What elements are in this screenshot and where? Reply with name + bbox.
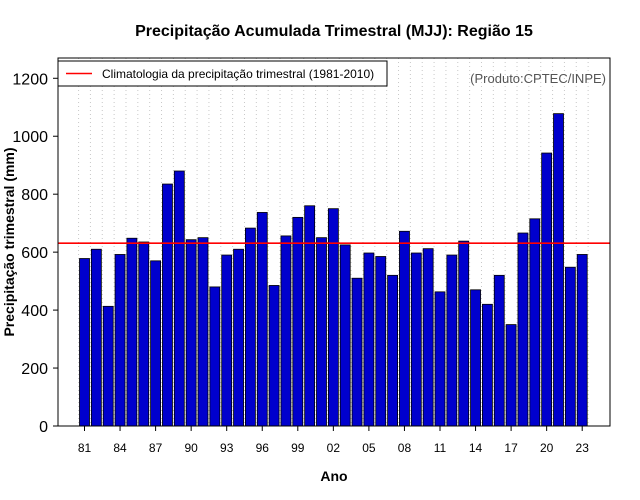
bar-2017 [505, 324, 517, 427]
bar-2019 [529, 218, 541, 427]
bar-2007 [387, 274, 399, 427]
plot-frame [57, 57, 611, 427]
x-tick-label: 93 [220, 441, 234, 455]
x-tick-label: 23 [576, 441, 590, 455]
x-tick-label: 90 [184, 441, 198, 455]
bar-1984 [114, 254, 126, 427]
bar-1988 [162, 183, 173, 427]
bar-2000 [304, 205, 316, 427]
bar-1983 [102, 305, 114, 427]
bar-2015 [481, 303, 493, 427]
bar-1991 [197, 237, 209, 427]
bar-1981 [79, 258, 90, 427]
bars [79, 113, 588, 427]
chart-title: Precipitação Acumulada Trimestral (MJJ):… [135, 23, 533, 40]
bar-2010 [422, 248, 434, 427]
x-tick-label: 02 [327, 441, 341, 455]
bar-1994 [233, 248, 244, 427]
bar-1992 [209, 286, 221, 427]
bar-2022 [564, 266, 576, 427]
product-credit: (Produto:CPTEC/INPE) [470, 71, 606, 86]
bar-1989 [173, 170, 185, 427]
x-tick-label: 84 [113, 441, 127, 455]
y-axis: 0 200 400 600 800 1000 1200 [12, 71, 58, 436]
bar-1995 [244, 227, 256, 427]
bar-1993 [221, 254, 233, 427]
bar-2006 [375, 256, 387, 427]
bar-1986 [138, 241, 150, 427]
legend-box [57, 60, 388, 87]
bar-1999 [292, 216, 304, 427]
bar-2021 [553, 113, 564, 427]
bar-2012 [446, 254, 458, 427]
bar-2013 [458, 240, 470, 427]
bar-2014 [470, 289, 481, 427]
y-tick-label: 1200 [12, 71, 48, 88]
bar-1997 [268, 285, 280, 427]
bar-2018 [517, 232, 529, 427]
bar-1996 [256, 212, 268, 427]
bar-1985 [126, 237, 138, 427]
x-tick-label: 81 [78, 441, 92, 455]
legend: Climatologia da precipitação trimestral … [57, 60, 388, 87]
bar-2004 [351, 277, 363, 427]
y-tick-label: 800 [21, 187, 48, 204]
y-axis-title: Precipitação trimestral (mm) [1, 147, 17, 336]
x-tick-label: 20 [540, 441, 554, 455]
bar-1987 [150, 260, 162, 427]
bar-2003 [339, 244, 351, 427]
x-tick-label: 05 [362, 441, 376, 455]
bar-2009 [410, 252, 422, 427]
x-tick-label: 87 [149, 441, 163, 455]
y-tick-label: 1000 [12, 129, 48, 146]
x-tick-label: 99 [291, 441, 305, 455]
bar-2005 [363, 252, 375, 427]
x-tick-label: 11 [434, 441, 447, 455]
x-tick-label: 17 [504, 441, 518, 455]
bar-2011 [434, 291, 446, 427]
bar-1998 [280, 235, 292, 427]
bar-2002 [327, 208, 339, 427]
legend-label: Climatologia da precipitação trimestral … [102, 67, 374, 81]
x-tick-label: 08 [398, 441, 412, 455]
grid-lines [78, 58, 589, 426]
bar-2008 [399, 230, 410, 427]
x-tick-label: 14 [469, 441, 483, 455]
y-tick-label: 600 [21, 245, 48, 262]
bar-1982 [90, 248, 102, 427]
x-axis: 81 84 87 90 93 96 99 02 05 08 11 14 17 20 23 [78, 426, 589, 455]
y-tick-label: 400 [21, 303, 48, 320]
x-tick-label: 96 [256, 441, 270, 455]
x-axis-title: Ano [320, 468, 347, 484]
y-tick-label: 0 [39, 419, 48, 436]
bar-2020 [541, 152, 553, 427]
y-tick-label: 200 [21, 361, 48, 378]
bar-2023 [576, 254, 588, 427]
bar-1990 [185, 239, 197, 427]
bar-2001 [316, 237, 327, 427]
bar-2016 [493, 274, 505, 427]
